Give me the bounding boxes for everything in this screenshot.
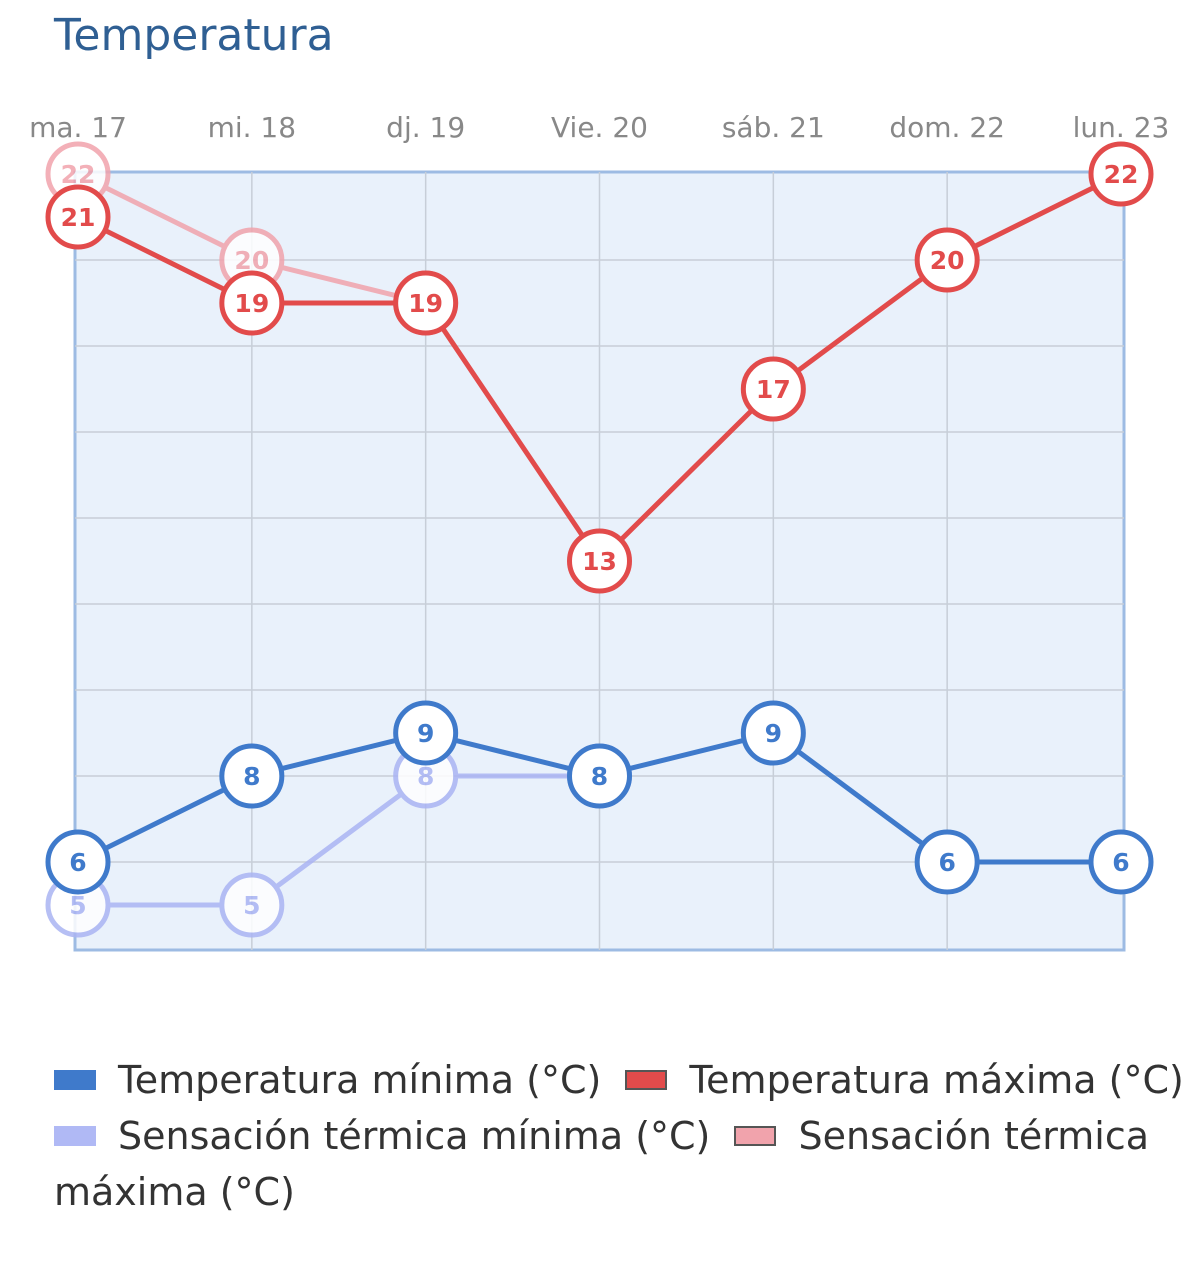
data-point[interactable] xyxy=(219,270,285,336)
legend: Temperatura mínima (°C) Temperatura máxi… xyxy=(54,1052,1189,1220)
data-point-label: 22 xyxy=(61,160,96,189)
data-point[interactable] xyxy=(740,700,806,766)
data-point-label: 8 xyxy=(243,762,260,791)
data-point[interactable] xyxy=(567,743,632,809)
data-point-label: 22 xyxy=(1104,160,1139,189)
legend-label-max-temp: Temperatura máxima (°C) xyxy=(689,1058,1184,1102)
data-point[interactable] xyxy=(1088,829,1154,895)
data-point[interactable] xyxy=(914,829,980,895)
legend-item-max-feel[interactable]: Sensación térmica máxima (°C) xyxy=(54,1114,1149,1214)
x-tick-label: Vie. 20 xyxy=(551,111,648,144)
data-point[interactable] xyxy=(393,700,459,766)
legend-label-min-temp: Temperatura mínima (°C) xyxy=(118,1058,602,1102)
line-chart: ma. 17 mi. 18 dj. 19 Vie. 20 sáb. 21 dom. 22 l… xyxy=(29,111,1169,952)
data-point-label: 6 xyxy=(938,848,955,877)
data-point-label: 17 xyxy=(756,375,791,404)
data-point[interactable] xyxy=(45,184,111,250)
data-point[interactable] xyxy=(914,227,980,293)
legend-swatch-min-feel xyxy=(54,1125,96,1146)
legend-swatch-max-feel xyxy=(734,1125,777,1146)
x-axis-ticks: ma. 17 mi. 18 dj. 19 Vie. 20 sáb. 21 dom. 22 l… xyxy=(29,111,1169,144)
data-point-label: 13 xyxy=(582,547,617,576)
x-tick-label: sáb. 21 xyxy=(722,111,825,144)
x-tick-label: mi. 18 xyxy=(208,111,296,144)
data-point-label: 8 xyxy=(591,762,608,791)
data-point-label: 21 xyxy=(61,203,96,232)
legend-item-min-feel[interactable]: Sensación térmica mínima (°C) xyxy=(54,1114,710,1158)
series-line xyxy=(78,773,600,908)
legend-item-max-temp[interactable]: Temperatura máxima (°C) xyxy=(613,1058,1184,1102)
data-point-label: 6 xyxy=(1112,848,1129,877)
legend-swatch-min-temp xyxy=(54,1069,96,1090)
data-point-label: 9 xyxy=(417,719,434,748)
data-point-label: 5 xyxy=(243,891,260,920)
data-point-label: 19 xyxy=(408,289,443,318)
data-point[interactable] xyxy=(219,743,285,809)
data-point-label: 9 xyxy=(765,719,782,748)
data-point-label: 5 xyxy=(69,891,86,920)
legend-label-max-feel: Sensación térmica máxima (°C) xyxy=(54,1114,1150,1214)
data-point[interactable] xyxy=(1088,141,1154,207)
legend-label-min-feel: Sensación térmica mínima (°C) xyxy=(118,1114,711,1158)
data-point[interactable] xyxy=(45,829,111,895)
legend-swatch-max-temp xyxy=(625,1069,668,1090)
data-point-label: 19 xyxy=(234,289,269,318)
data-point-label: 20 xyxy=(234,246,269,275)
x-tick-label: dom. 22 xyxy=(889,111,1005,144)
x-tick-label: dj. 19 xyxy=(386,111,465,144)
x-tick-label: lun. 23 xyxy=(1073,111,1170,144)
data-point-label: 20 xyxy=(930,246,965,275)
data-point[interactable] xyxy=(219,872,285,938)
series-1: 21 19 19 13 17 20 22 xyxy=(45,141,1154,594)
legend-item-min-temp[interactable]: Temperatura mínima (°C) xyxy=(54,1058,601,1102)
data-point-label: 8 xyxy=(417,762,434,791)
series-0: 6 8 9 8 9 6 6 xyxy=(45,700,1154,895)
data-point[interactable] xyxy=(567,528,632,594)
data-point-label: 6 xyxy=(69,848,86,877)
data-point[interactable] xyxy=(740,356,806,422)
x-tick-label: ma. 17 xyxy=(29,111,127,144)
data-point[interactable] xyxy=(393,270,459,336)
series-layer: 5 5 8 8 22 20 19 6 8 9 8 9 6 6 21 19 19 13 17 20 22 xyxy=(45,141,1154,938)
chart-title: Temperatura xyxy=(54,10,334,61)
